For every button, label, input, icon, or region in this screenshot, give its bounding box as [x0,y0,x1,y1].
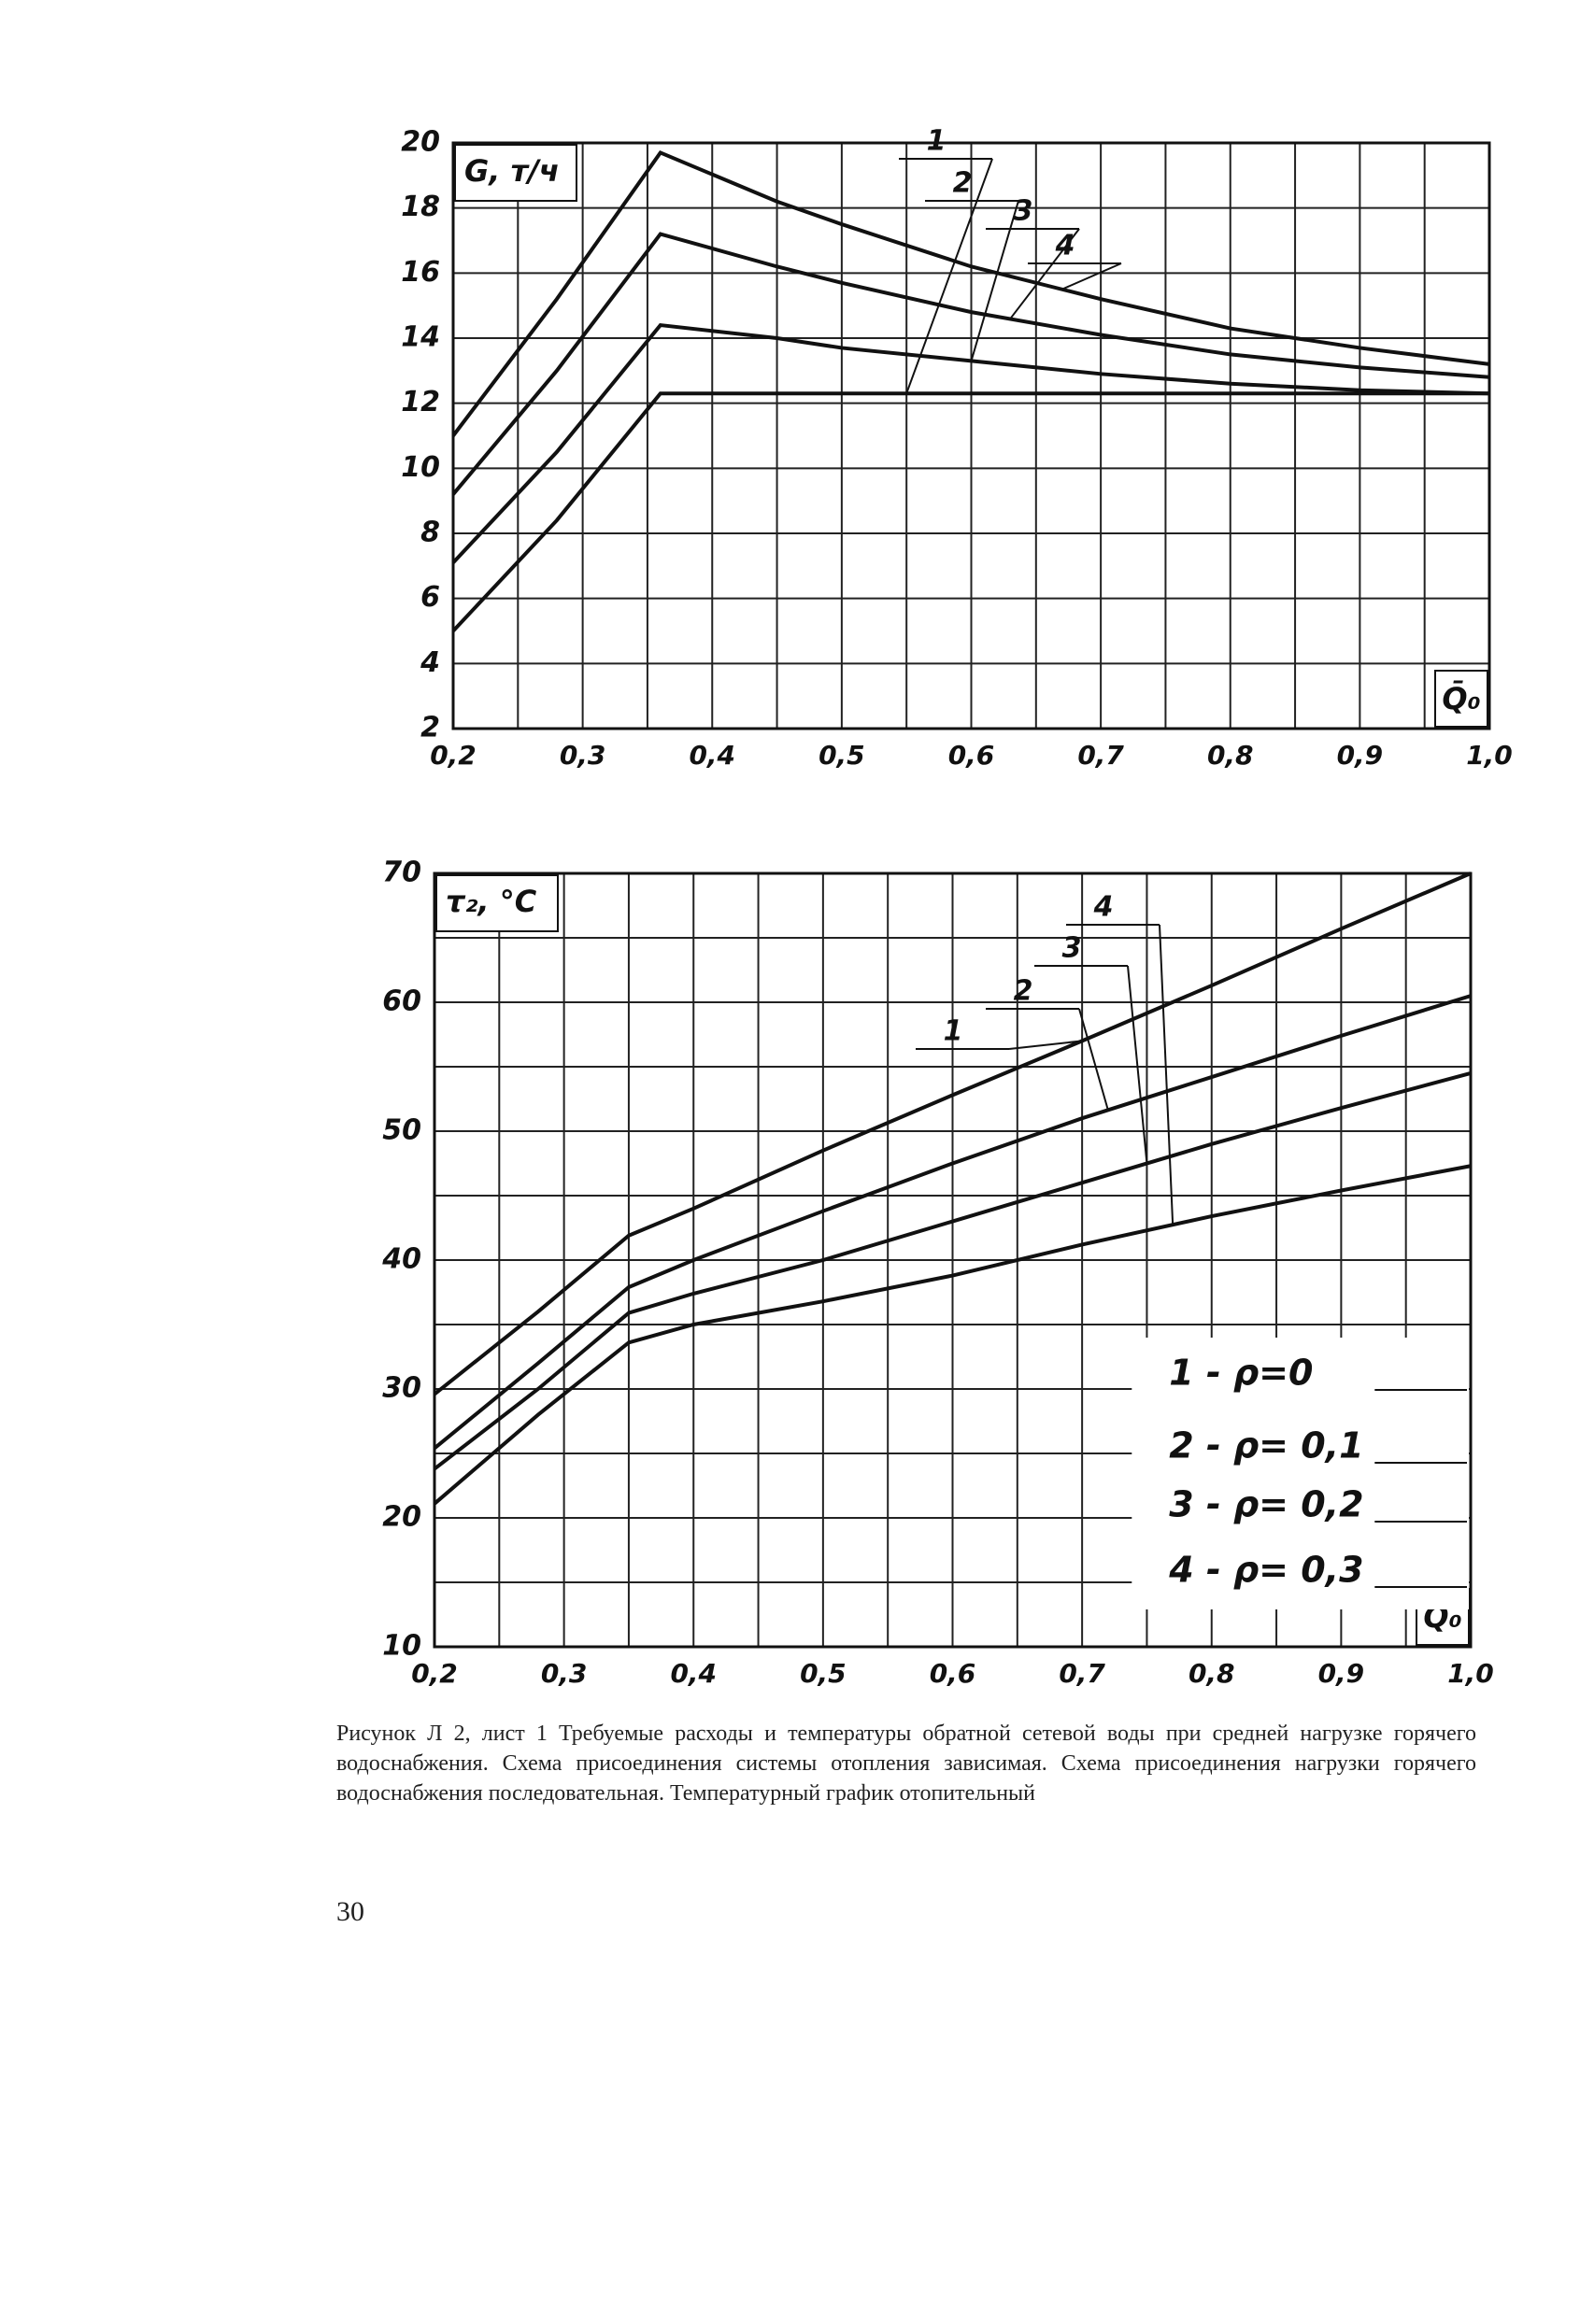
x-tick-label: 0,5 [800,1658,847,1689]
curve-label: 3 [1062,932,1082,965]
x-tick-label: 1,0 [1447,1658,1494,1689]
curve-label: 3 [1014,195,1033,228]
x-tick-label: 0,2 [430,740,477,771]
x-tick-label: 0,7 [1077,740,1124,771]
x-tick-label: 0,5 [818,740,865,771]
y-tick-label: 18 [401,191,440,223]
legend-entry: 2 - ρ= 0,1 [1169,1425,1363,1467]
series-line [451,149,1490,437]
x-tick-label: 0,8 [1207,740,1254,771]
y-tick-label: 60 [382,985,421,1018]
y-tick-label: 10 [382,1630,421,1663]
legend-entry: 4 - ρ= 0,3 [1168,1550,1363,1591]
y-tick-label: 70 [382,857,421,889]
leader-line [1127,965,1148,1164]
y-tick-label: 16 [401,256,440,289]
curve-label: 4 [1093,891,1114,924]
legend-entry: 3 - ρ= 0,2 [1169,1484,1363,1525]
y-label-box [435,874,559,932]
y-tick-label: 20 [382,1501,421,1534]
y-tick-label: 14 [401,321,440,354]
x-tick-label: 0,8 [1189,1658,1235,1689]
x-tick-label: 0,3 [541,1658,588,1689]
x-label-box [1434,670,1488,728]
curve-label: 4 [1055,230,1075,262]
series-line [451,232,1490,496]
leader-line [1159,924,1174,1226]
y-axis-label: τ₂, °C [446,884,537,919]
x-tick-label: 0,3 [560,740,606,771]
x-tick-label: 0,7 [1059,1658,1105,1689]
caption: Рисунок Л 2, лист 1 Требуемые расходы и … [336,1722,1476,1806]
x-tick-label: 1,0 [1466,740,1513,771]
y-label-box [454,144,577,202]
y-axis-label: G, т/ч [464,153,560,189]
y-tick-label: 10 [401,451,440,484]
curve-label: 1 [944,1015,963,1048]
x-tick-label: 0,6 [930,1658,976,1689]
leader-line [1061,262,1122,290]
y-tick-label: 8 [420,517,440,549]
y-tick-label: 50 [382,1114,421,1147]
y-tick-label: 30 [382,1372,421,1405]
series-line [451,391,1489,632]
leader-line [1009,228,1080,320]
curve-label: 2 [953,167,973,200]
series-line [433,994,1472,1451]
x-tick-label: 0,9 [1318,1658,1365,1689]
leader-line [905,158,993,394]
legend-entry: 1 - ρ=0 [1169,1353,1313,1394]
series-line [433,1070,1472,1471]
curve-label: 2 [1014,975,1033,1008]
y-tick-label: 12 [401,386,440,418]
page-number: 30 [336,1896,364,1927]
series-line [433,872,1472,1396]
y-tick-label: 4 [420,646,440,679]
y-tick-label: 20 [401,126,440,159]
x-tick-label: 0,4 [689,740,735,771]
x-tick-label: 0,2 [411,1658,458,1689]
leader-line [1078,1008,1109,1111]
leader-line [1008,1040,1083,1050]
x-tick-label: 0,4 [670,1658,717,1689]
x-tick-label: 0,6 [948,740,995,771]
leader-line [970,200,1019,361]
x-tick-label: 0,9 [1337,740,1384,771]
y-tick-label: 2 [420,712,440,744]
x-axis-label: Q̄₀ [1442,681,1480,716]
y-tick-label: 6 [420,581,440,614]
plot-frame [433,872,1473,1649]
series-line [451,322,1490,564]
legend-box [1132,1338,1469,1609]
y-tick-label: 40 [381,1243,421,1276]
series-line [433,1164,1472,1506]
curve-label: 1 [927,125,947,158]
